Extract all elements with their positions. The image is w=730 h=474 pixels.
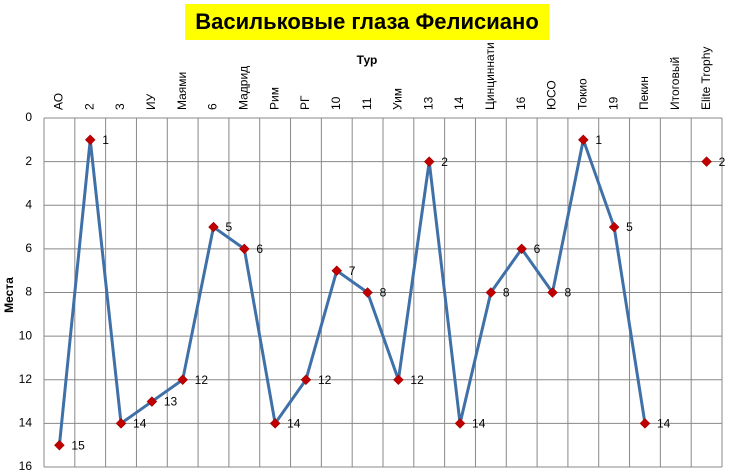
data-point xyxy=(701,156,712,167)
data-point xyxy=(269,418,281,429)
x-tick-label: Пекин xyxy=(637,76,651,110)
x-tick-label: Elite Trophy xyxy=(699,47,713,110)
data-point xyxy=(177,374,189,386)
data-point xyxy=(300,374,312,386)
x-tick-label: 14 xyxy=(452,96,466,110)
y-tick-label: 14 xyxy=(19,416,33,430)
x-tick-label: 6 xyxy=(206,103,220,110)
y-tick-label: 2 xyxy=(25,154,32,168)
data-label: 6 xyxy=(256,242,263,256)
x-tick-label: Токио xyxy=(575,78,589,110)
data-label: 2 xyxy=(441,155,448,169)
data-label: 5 xyxy=(626,220,633,234)
data-point xyxy=(577,134,589,146)
x-tick-label: 11 xyxy=(360,97,374,110)
data-label: 14 xyxy=(472,417,486,431)
data-label: 14 xyxy=(287,417,301,431)
y-tick-label: 16 xyxy=(19,459,33,473)
data-label: 12 xyxy=(410,373,424,387)
x-tick-label: 13 xyxy=(421,96,435,110)
x-tick-label: 2 xyxy=(82,103,96,110)
x-tick-label: АО xyxy=(52,93,66,110)
data-label: 6 xyxy=(534,242,541,256)
data-label: 12 xyxy=(318,373,332,387)
y-tick-label: 12 xyxy=(19,372,33,386)
x-tick-label: 16 xyxy=(514,96,528,110)
data-point xyxy=(608,221,620,233)
data-label: 13 xyxy=(164,395,178,409)
data-label: 14 xyxy=(133,417,147,431)
data-label: 2 xyxy=(719,155,726,169)
data-label: 15 xyxy=(71,438,85,452)
title-background xyxy=(185,4,549,40)
data-point xyxy=(331,265,343,277)
data-point xyxy=(393,374,404,386)
y-tick-label: 10 xyxy=(19,328,33,342)
y-tick-label: 6 xyxy=(25,241,32,255)
x-tick-label: 19 xyxy=(606,96,620,110)
data-point xyxy=(454,418,466,429)
data-point xyxy=(639,418,651,429)
y-axis-title: Места xyxy=(2,277,16,313)
data-point xyxy=(54,439,65,451)
data-point xyxy=(84,134,96,146)
x-tick-label: Мадрид xyxy=(236,66,250,110)
data-label: 8 xyxy=(503,286,510,300)
data-label: 8 xyxy=(565,286,572,300)
x-tick-label: 10 xyxy=(329,96,343,110)
x-axis-title: Тур xyxy=(357,53,378,67)
data-point xyxy=(485,287,497,298)
data-point xyxy=(362,287,373,298)
y-tick-label: 8 xyxy=(25,285,32,299)
data-label: 7 xyxy=(349,264,356,278)
data-point xyxy=(547,287,558,298)
x-tick-label: Рим xyxy=(267,87,281,110)
data-label: 1 xyxy=(595,133,602,147)
x-tick-label: Цинциннати xyxy=(483,42,497,110)
x-tick-label: Итоговый xyxy=(668,57,682,110)
data-label: 14 xyxy=(657,417,671,431)
data-label: 12 xyxy=(195,373,209,387)
data-point xyxy=(115,418,127,429)
x-tick-label: Уим xyxy=(391,88,405,110)
data-point xyxy=(208,221,219,233)
data-label: 8 xyxy=(380,286,387,300)
x-tick-label: 3 xyxy=(113,103,127,110)
data-point xyxy=(146,396,158,407)
chart-title: Васильковые глаза Фелисиано xyxy=(195,9,539,34)
data-label: 1 xyxy=(102,133,109,147)
x-tick-label: ИУ xyxy=(144,93,158,110)
data-label: 5 xyxy=(226,220,233,234)
x-tick-label: Маями xyxy=(175,72,189,110)
x-tick-label: РГ xyxy=(298,95,312,110)
x-tick-label: ЮСО xyxy=(545,80,559,110)
y-tick-label: 4 xyxy=(25,197,32,211)
data-point xyxy=(423,156,435,167)
y-tick-label: 0 xyxy=(25,110,32,124)
data-point xyxy=(516,243,528,255)
data-line xyxy=(57,138,647,446)
data-point xyxy=(238,243,250,255)
